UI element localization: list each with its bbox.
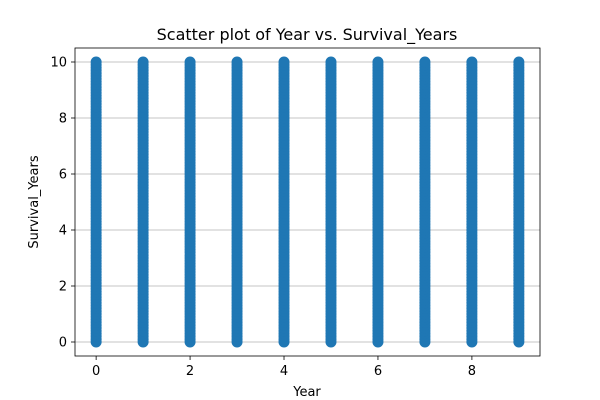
- scatter-point: [231, 56, 243, 68]
- x-tick-label: 6: [374, 364, 382, 379]
- scatter-point: [466, 56, 478, 68]
- y-axis-label: Survival_Years: [27, 155, 42, 248]
- plot-frame: [74, 47, 541, 357]
- x-tick-label: 0: [92, 364, 100, 379]
- x-axis-label: Year: [292, 385, 321, 400]
- y-tick-label: 6: [59, 168, 67, 183]
- x-tick-label: 4: [280, 364, 288, 379]
- scatter-point: [325, 56, 337, 68]
- y-tick-label: 8: [59, 112, 67, 127]
- y-tick-label: 0: [59, 336, 67, 351]
- scatter-point: [419, 56, 431, 68]
- y-tick-layer: 0 2 4 6 8 10: [50, 56, 75, 351]
- scatter-point: [90, 56, 102, 68]
- points-layer: [90, 56, 525, 348]
- scatter-point: [372, 56, 384, 68]
- y-tick-label: 4: [59, 224, 67, 239]
- x-tick-label: 8: [468, 364, 476, 379]
- y-tick-label: 10: [50, 56, 67, 71]
- chart-title: Scatter plot of Year vs. Survival_Years: [157, 25, 458, 45]
- x-tick-layer: 0 2 4 6 8: [92, 356, 476, 379]
- x-tick-label: 2: [186, 364, 194, 379]
- scatter-point: [137, 56, 149, 68]
- scatter-point: [278, 56, 290, 68]
- y-tick-label: 2: [59, 280, 67, 295]
- grid-layer: [75, 61, 540, 343]
- scatter-point: [513, 56, 525, 68]
- scatter-point: [184, 56, 196, 68]
